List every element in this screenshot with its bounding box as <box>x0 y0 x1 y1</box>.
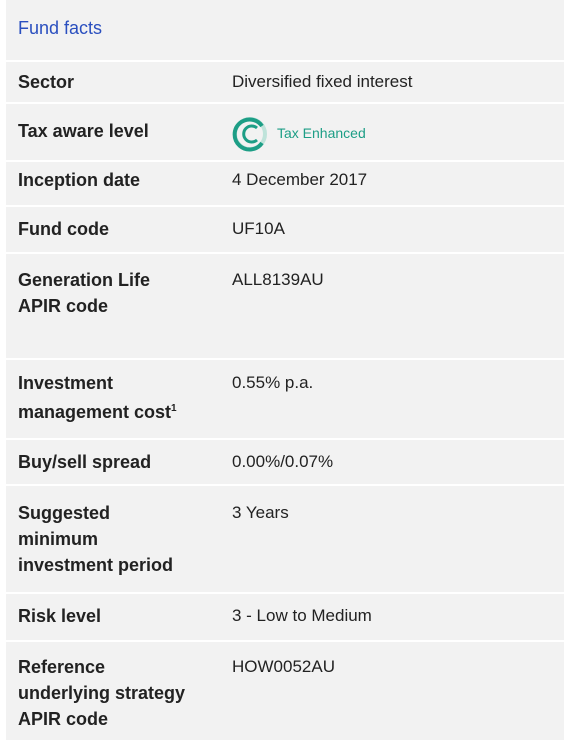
fact-label: Inception date <box>18 167 140 193</box>
fact-value: 0.00%/0.07% <box>232 452 334 471</box>
label-line: APIR code <box>18 709 109 729</box>
fact-value: Diversified fixed interest <box>232 72 413 91</box>
fact-row: Reference underlying strategy APIR code HOW… <box>6 640 564 742</box>
label-line: minimum <box>18 529 99 549</box>
label-line: Buy/sell spread <box>18 452 152 472</box>
fact-row: Investment management cost1 0.55% p.a. <box>6 358 564 438</box>
fact-label: Buy/sell spread <box>18 449 151 475</box>
fact-label: Reference underlying strategy APIR code <box>18 654 185 732</box>
fact-row: Suggested minimum investment period 3 Years <box>6 484 564 592</box>
fact-row: Fund code UF10A <box>6 205 564 252</box>
fact-label: Sector <box>18 69 74 95</box>
fact-value: 4 December 2017 <box>232 170 368 189</box>
tax-badge-label: Tax Enhanced <box>277 125 366 141</box>
label-line: Risk level <box>18 606 102 626</box>
fact-label: Investment management cost1 <box>18 370 177 425</box>
label-line: underlying strategy <box>18 683 186 703</box>
fact-value: UF10A <box>232 219 285 238</box>
fund-facts-card: Fund facts Sector Diversified fixed inter… <box>6 0 564 740</box>
label-line: investment period <box>18 555 174 575</box>
label-line: Sector <box>18 72 75 92</box>
fact-label: Suggested minimum investment period <box>18 500 173 578</box>
fact-label: Risk level <box>18 603 101 629</box>
label-line: Fund code <box>18 219 109 239</box>
fact-row: Inception date 4 December 2017 <box>6 160 564 205</box>
fact-row: Risk level 3 - Low to Medium <box>6 592 564 640</box>
label-line: Generation Life <box>18 270 151 290</box>
label-line: Investment <box>18 373 114 393</box>
fact-label: Tax aware level <box>18 118 149 144</box>
fact-label: Fund code <box>18 216 109 242</box>
label-line: APIR code <box>18 296 109 316</box>
section-title: Fund facts <box>18 18 103 38</box>
fact-row: Generation Life APIR code ALL8139AU <box>6 252 564 358</box>
fact-value: ALL8139AU <box>232 270 324 289</box>
fact-value: 3 - Low to Medium <box>232 606 372 625</box>
fact-value: 0.55% p.a. <box>232 373 314 392</box>
icon-inner-arc <box>242 124 258 144</box>
label-line: Tax aware level <box>18 121 149 141</box>
fact-row: Tax aware level Tax Enhanced <box>6 102 564 160</box>
fact-label: Generation Life APIR code <box>18 267 150 319</box>
label-line: Reference <box>18 657 106 677</box>
footnote-marker: 1 <box>171 403 177 414</box>
icon-arc <box>232 117 264 152</box>
fact-row: Sector Diversified fixed interest <box>6 60 564 102</box>
tax-badge: Tax Enhanced <box>232 116 452 152</box>
label-line: Suggested <box>18 503 111 523</box>
label-line: management cost1 <box>18 402 177 422</box>
fact-value: HOW0052AU <box>232 657 335 676</box>
fact-value: 3 Years <box>232 503 289 522</box>
label-line: Inception date <box>18 170 141 190</box>
fact-row: Buy/sell spread 0.00%/0.07% <box>6 438 564 484</box>
tax-icon <box>232 117 267 152</box>
